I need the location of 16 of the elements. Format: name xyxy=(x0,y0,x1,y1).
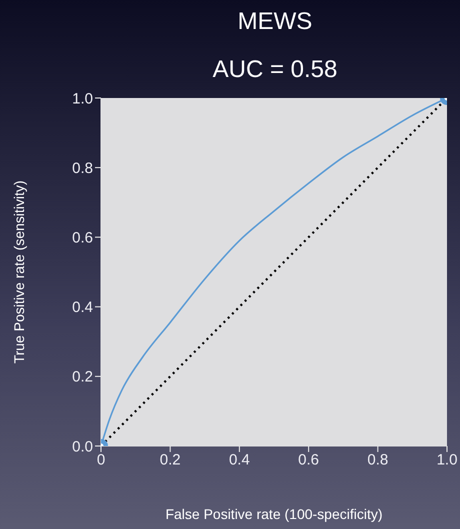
y-axis-title: True Positive rate (sensitivity) xyxy=(11,180,27,364)
x-tick-label: 0.4 xyxy=(228,452,250,469)
x-tick-label: 0 xyxy=(96,452,106,469)
y-tick-label: 0.6 xyxy=(72,230,93,247)
x-axis-title: False Positive rate (100-specificity) xyxy=(164,506,384,522)
x-tick-label: 1.0 xyxy=(436,452,458,469)
y-tick-label: 1.0 xyxy=(72,90,93,108)
y-tick-label: 0.8 xyxy=(72,160,93,177)
x-tick-label: 0.8 xyxy=(367,452,388,469)
x-tick-label: 0.2 xyxy=(160,452,181,469)
y-tick-label: 0.0 xyxy=(72,438,93,456)
chart-title: MEWS xyxy=(236,8,314,36)
x-tick-label: 0.6 xyxy=(298,452,320,469)
y-tick-label: 0.2 xyxy=(72,368,93,386)
chart-subtitle: AUC = 0.58 xyxy=(212,56,338,84)
y-tick-label: 0.4 xyxy=(72,299,93,316)
